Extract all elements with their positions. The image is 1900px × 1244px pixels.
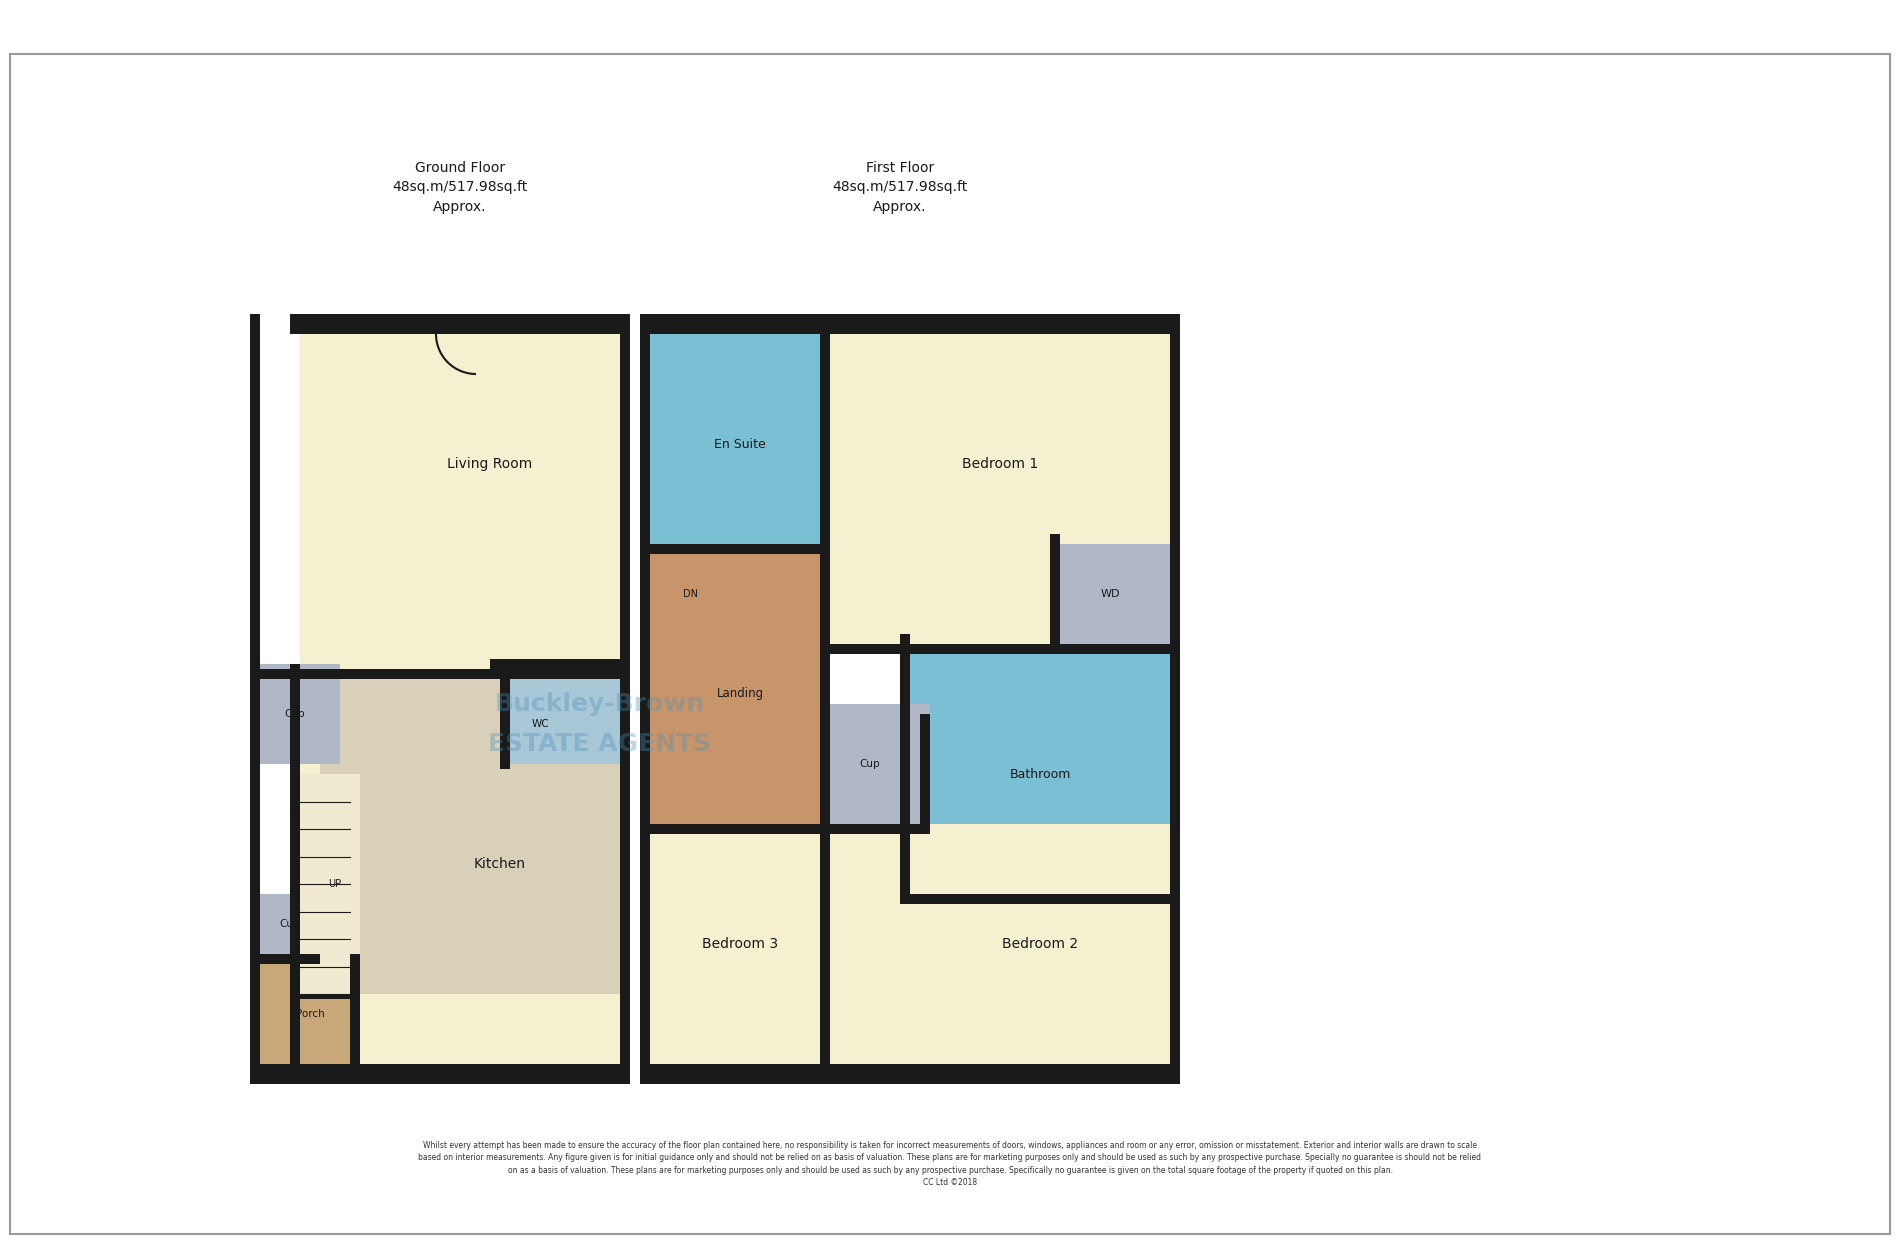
- Text: Cup: Cup: [859, 759, 880, 769]
- Bar: [821, 824, 929, 833]
- Bar: [650, 824, 830, 1074]
- Text: Bedroom 1: Bedroom 1: [961, 457, 1037, 471]
- Bar: [821, 313, 830, 554]
- Bar: [650, 323, 830, 544]
- Text: DN: DN: [682, 588, 697, 600]
- Text: UP: UP: [329, 880, 342, 889]
- Bar: [901, 634, 910, 904]
- Bar: [291, 664, 300, 1084]
- Text: First Floor
48sq.m/517.98sq.ft
Approx.: First Floor 48sq.m/517.98sq.ft Approx.: [832, 160, 967, 214]
- Bar: [640, 313, 1180, 333]
- Text: Bathroom: Bathroom: [1009, 768, 1072, 780]
- Bar: [830, 323, 1170, 644]
- Bar: [1051, 644, 1180, 654]
- Bar: [1051, 534, 1060, 654]
- Bar: [260, 664, 340, 764]
- Bar: [300, 323, 619, 674]
- Text: Whilst every attempt has been made to ensure the accuracy of the floor plan cont: Whilst every attempt has been made to en…: [418, 1141, 1482, 1187]
- Text: Cup: Cup: [285, 709, 306, 719]
- Bar: [821, 824, 830, 1084]
- Text: WD: WD: [1100, 588, 1119, 600]
- Bar: [260, 669, 631, 679]
- Bar: [640, 824, 830, 833]
- Text: En Suite: En Suite: [714, 438, 766, 450]
- Bar: [500, 664, 619, 764]
- Text: Bedroom 2: Bedroom 2: [1001, 937, 1077, 950]
- Bar: [260, 954, 359, 1074]
- Bar: [300, 674, 619, 1074]
- Bar: [300, 774, 359, 994]
- Bar: [830, 704, 929, 824]
- Text: Kitchen: Kitchen: [473, 857, 526, 871]
- Bar: [251, 954, 319, 964]
- Bar: [821, 544, 830, 833]
- Bar: [1051, 544, 1170, 644]
- Bar: [650, 544, 830, 824]
- Text: WC: WC: [532, 719, 549, 729]
- Bar: [640, 544, 830, 554]
- Bar: [251, 1064, 631, 1084]
- Bar: [291, 994, 359, 999]
- Text: Ground Floor
48sq.m/517.98sq.ft
Approx.: Ground Floor 48sq.m/517.98sq.ft Approx.: [393, 160, 528, 214]
- Text: Cup: Cup: [279, 919, 300, 929]
- Bar: [910, 644, 1170, 894]
- Bar: [640, 313, 650, 1084]
- Bar: [640, 1064, 1180, 1084]
- Text: Living Room: Living Room: [446, 457, 532, 471]
- Bar: [920, 714, 929, 833]
- Bar: [260, 894, 300, 954]
- Bar: [500, 669, 509, 769]
- Text: Landing: Landing: [716, 688, 764, 700]
- Bar: [319, 674, 619, 994]
- Bar: [350, 954, 359, 1084]
- Text: Buckley-Brown
ESTATE AGENTS: Buckley-Brown ESTATE AGENTS: [488, 693, 711, 755]
- Bar: [901, 894, 1180, 904]
- Text: Porch: Porch: [296, 1009, 325, 1019]
- Bar: [1170, 313, 1180, 1084]
- Bar: [490, 659, 631, 669]
- Bar: [619, 313, 631, 1084]
- Bar: [291, 313, 631, 333]
- Bar: [821, 644, 1180, 654]
- Bar: [251, 313, 260, 1084]
- Bar: [830, 824, 1170, 1074]
- Text: Bedroom 3: Bedroom 3: [701, 937, 779, 950]
